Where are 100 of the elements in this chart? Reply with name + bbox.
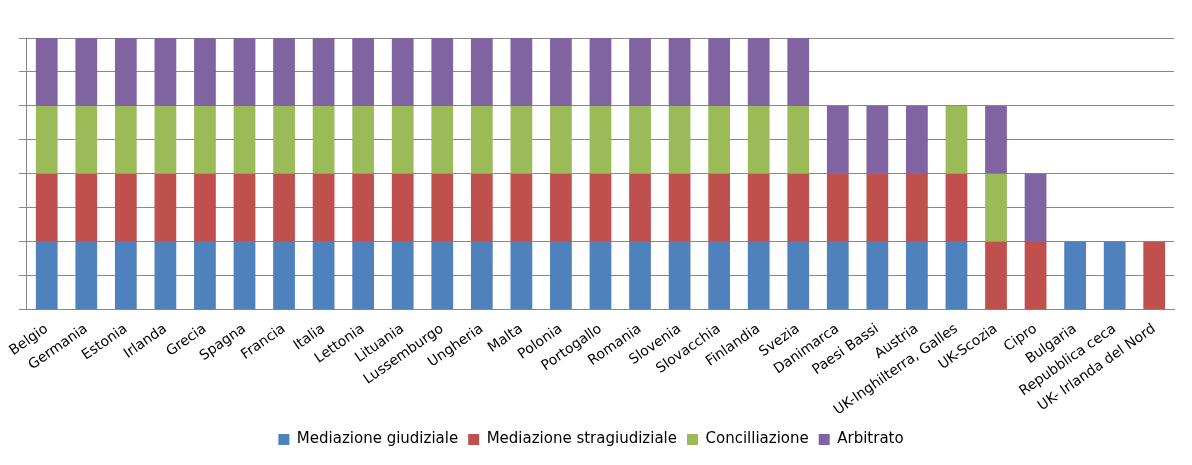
bar: [589, 105, 612, 174]
bar: [1024, 241, 1047, 310]
bar: [233, 105, 256, 174]
bar: [866, 105, 889, 174]
bar: [233, 38, 256, 106]
bar: [906, 105, 928, 174]
bar: [787, 173, 810, 242]
bar: [550, 38, 572, 106]
bar: [629, 105, 651, 174]
bar: [273, 173, 295, 242]
bar: [273, 241, 295, 310]
bar: [352, 173, 375, 242]
bar: [352, 241, 375, 310]
bar: [391, 241, 414, 310]
bar: [747, 38, 770, 106]
bar: [747, 241, 770, 310]
bar: [708, 38, 731, 106]
legend-label: Arbitrato: [837, 429, 904, 448]
bar: [194, 241, 216, 310]
bar: [945, 105, 968, 174]
bar: [233, 241, 256, 310]
bar: [114, 241, 137, 310]
bar: [154, 241, 177, 310]
bar: [431, 105, 454, 174]
bar: [470, 38, 493, 106]
bar: [273, 105, 295, 174]
bar: [391, 105, 414, 174]
bar: [431, 173, 454, 242]
legend-label: Concilliazione: [705, 429, 809, 448]
bar: [194, 173, 216, 242]
bar: [550, 173, 572, 242]
legend-label: Mediazione giudiziale: [296, 429, 459, 448]
bar: [312, 241, 335, 310]
bar: [985, 173, 1007, 242]
bar: [75, 38, 98, 106]
bar: [747, 105, 770, 174]
bar: [708, 173, 731, 242]
bar: [154, 173, 177, 242]
bar: [352, 38, 375, 106]
bar: [431, 241, 454, 310]
bar: [866, 173, 889, 242]
bar: [708, 241, 731, 310]
bar: [391, 173, 414, 242]
bar: [1103, 241, 1126, 310]
bar: [906, 241, 928, 310]
bar: [510, 105, 533, 174]
bar: [787, 105, 810, 174]
bar: [154, 105, 177, 174]
bar: [1143, 241, 1166, 310]
bar: [114, 105, 137, 174]
bar: [233, 173, 256, 242]
bar: [787, 241, 810, 310]
bar: [75, 241, 98, 310]
bar: [391, 38, 414, 106]
bar: [510, 38, 533, 106]
bar: [470, 173, 493, 242]
bar: [629, 241, 651, 310]
bar: [945, 173, 968, 242]
bar: [945, 241, 968, 310]
bar: [866, 241, 889, 310]
bar: [550, 241, 572, 310]
bar: [510, 241, 533, 310]
legend-label: Mediazione stragiudiziale: [486, 429, 677, 448]
bar: [668, 38, 691, 106]
bar: [826, 105, 849, 174]
bar: [194, 38, 216, 106]
bar: [668, 173, 691, 242]
bar: [312, 173, 335, 242]
bar: [826, 173, 849, 242]
bar: [312, 38, 335, 106]
bar: [747, 173, 770, 242]
bar: [985, 241, 1007, 310]
bar: [114, 38, 137, 106]
bar: [589, 38, 612, 106]
bar: [273, 38, 295, 106]
bar: [312, 105, 335, 174]
bar: [629, 38, 651, 106]
bar: [906, 173, 928, 242]
bar: [35, 105, 58, 174]
bar: [194, 105, 216, 174]
bar: [589, 241, 612, 310]
bar: [35, 241, 58, 310]
bar: [352, 105, 375, 174]
bar: [708, 105, 731, 174]
bar: [826, 241, 849, 310]
bar: [589, 173, 612, 242]
bar: [154, 38, 177, 106]
bar: [431, 38, 454, 106]
bar: [787, 38, 810, 106]
bar: [75, 105, 98, 174]
bar: [510, 173, 533, 242]
bar: [75, 173, 98, 242]
bar: [470, 105, 493, 174]
bar: [1064, 241, 1086, 310]
bar: [550, 105, 572, 174]
bar: [1024, 173, 1047, 242]
bar: [35, 173, 58, 242]
bar: [629, 173, 651, 242]
bar: [668, 241, 691, 310]
bar: [470, 241, 493, 310]
